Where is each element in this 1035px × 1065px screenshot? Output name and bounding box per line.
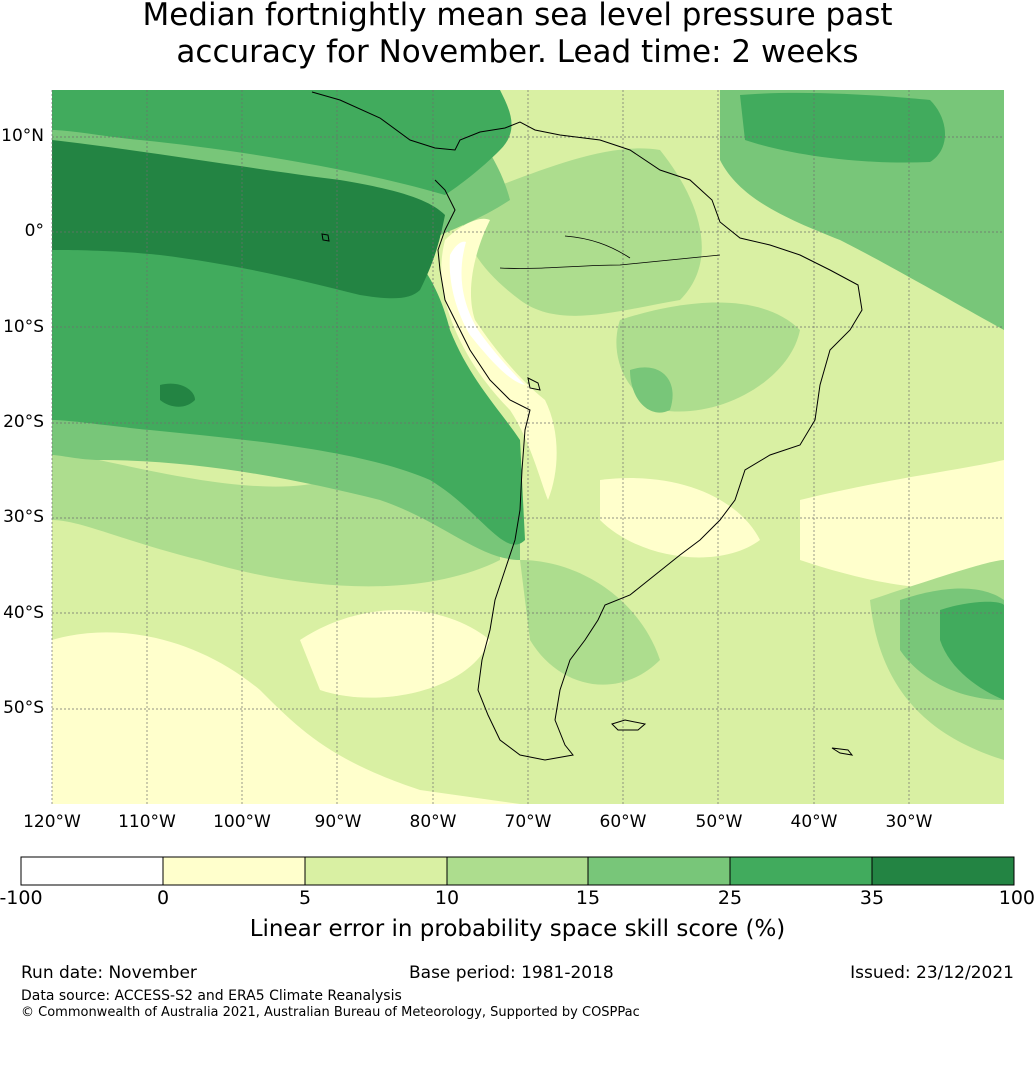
run-date: Run date: November bbox=[21, 963, 197, 983]
colorbar-tick-25: 25 bbox=[717, 887, 743, 909]
colorbar bbox=[20, 856, 1015, 886]
field-0-5-southwest bbox=[52, 632, 520, 804]
colorbar-swatch-35-100 bbox=[872, 857, 1014, 885]
lat-label-50s: 50°S bbox=[3, 698, 44, 718]
lat-label-30s: 30°S bbox=[3, 507, 44, 527]
lat-label-20s: 20°S bbox=[3, 412, 44, 432]
galapagos-islands bbox=[321, 233, 330, 242]
lon-label-110w: 110°W bbox=[118, 812, 176, 832]
colorbar-swatch-25-35 bbox=[730, 857, 872, 885]
amazon-river bbox=[499, 254, 721, 269]
graticule bbox=[51, 90, 1004, 804]
skill-score-fields bbox=[52, 90, 1004, 804]
negro-river bbox=[564, 235, 631, 259]
colorbar-label: Linear error in probability space skill … bbox=[249, 916, 786, 942]
falkland-islands bbox=[611, 719, 647, 731]
issued-date: Issued: 23/12/2021 bbox=[850, 963, 1014, 983]
colorbar-tick-5: 5 bbox=[298, 887, 312, 909]
lon-label-70w: 70°W bbox=[504, 812, 552, 832]
field-25-35-north-pacific bbox=[52, 90, 512, 195]
field-15-25-bolivia bbox=[630, 367, 673, 413]
field-10-15-argentina bbox=[520, 560, 660, 685]
lon-label-80w: 80°W bbox=[409, 812, 457, 832]
lat-label-10n: 10°N bbox=[1, 126, 44, 146]
lon-label-120w: 120°W bbox=[23, 812, 81, 832]
copyright: © Commonwealth of Australia 2021, Austra… bbox=[21, 1005, 640, 1020]
field-negative-andes-coast bbox=[449, 241, 525, 385]
field-0-5-south-atlantic bbox=[800, 460, 1004, 589]
map-title-line-1: Median fortnightly mean sea level pressu… bbox=[142, 0, 893, 33]
field-25-35-caribbean-atlantic bbox=[740, 92, 945, 163]
lon-label-100w: 100°W bbox=[213, 812, 271, 832]
lon-label-50w: 50°W bbox=[695, 812, 743, 832]
colorbar-tick-15: 15 bbox=[575, 887, 601, 909]
colorbar-tick-100: 100 bbox=[998, 887, 1035, 909]
colorbar-tick-0: 0 bbox=[156, 887, 170, 909]
colorbar-tick-10: 10 bbox=[434, 887, 460, 909]
coastline bbox=[311, 91, 863, 761]
colorbar-swatch-10-15 bbox=[447, 857, 588, 885]
colorbar-swatch-neg100-0 bbox=[21, 857, 163, 885]
lon-label-90w: 90°W bbox=[314, 812, 362, 832]
field-35-100-patch bbox=[160, 383, 195, 407]
south-georgia bbox=[831, 747, 854, 756]
map-title-line-2: accuracy for November. Lead time: 2 week… bbox=[176, 34, 859, 70]
lat-label-0: 0° bbox=[24, 221, 44, 241]
data-source: Data source: ACCESS-S2 and ERA5 Climate … bbox=[21, 988, 402, 1004]
colorbar-swatch-5-10 bbox=[305, 857, 447, 885]
lon-label-40w: 40°W bbox=[790, 812, 838, 832]
field-25-35-far-southeast bbox=[940, 601, 1004, 700]
colorbar-tick-neg100: -100 bbox=[0, 887, 43, 909]
lake-titicaca bbox=[527, 377, 541, 391]
lon-label-60w: 60°W bbox=[599, 812, 647, 832]
colorbar-swatch-0-5 bbox=[163, 857, 305, 885]
field-15-25-subtropical-pacific bbox=[52, 400, 520, 560]
colorbar-frame bbox=[20, 856, 1015, 886]
colorbar-tick-35: 35 bbox=[859, 887, 885, 909]
lon-label-30w: 30°W bbox=[885, 812, 933, 832]
field-35-100-equatorial-pacific bbox=[52, 140, 445, 299]
lat-label-40s: 40°S bbox=[3, 603, 44, 623]
lat-label-10s: 10°S bbox=[3, 317, 44, 337]
base-period: Base period: 1981-2018 bbox=[409, 963, 614, 983]
colorbar-swatch-15-25 bbox=[588, 857, 730, 885]
field-0-5-south-pacific bbox=[300, 610, 490, 698]
